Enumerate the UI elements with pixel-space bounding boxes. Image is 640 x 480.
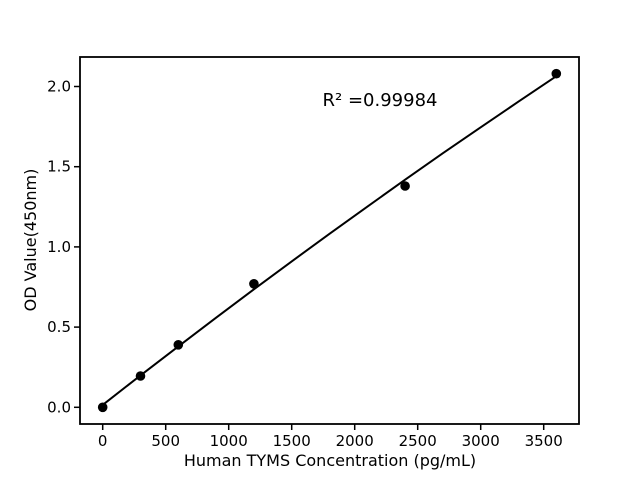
- x-tick-label: 3000: [462, 432, 500, 450]
- data-point: [173, 340, 184, 350]
- y-tick-label: 1.0: [47, 238, 71, 256]
- data-points: [97, 68, 562, 413]
- x-tick-label: 0: [98, 432, 108, 450]
- x-tick-label: 500: [151, 432, 180, 450]
- data-point: [249, 279, 259, 289]
- x-axis-tick-labels: 0 500 1000 1500 2000 2500 3000 3500: [98, 432, 563, 450]
- y-tick-label: 2.0: [47, 78, 71, 96]
- data-point: [97, 402, 108, 413]
- x-axis-label: Human TYMS Concentration (pg/mL): [184, 451, 476, 470]
- x-tick-label: 1000: [210, 432, 248, 450]
- y-axis-tick-labels: 0.0 0.5 1.0 1.5 2.0: [47, 78, 71, 417]
- data-point: [551, 68, 562, 79]
- plot-frame: [79, 56, 580, 425]
- r-squared-annotation: R² =0.99984: [323, 90, 438, 111]
- y-tick-label: 0.0: [47, 398, 71, 416]
- x-tick-label: 1500: [273, 432, 311, 450]
- y-tick-label: 0.5: [47, 318, 71, 336]
- x-tick-label: 2500: [399, 432, 437, 450]
- x-tick-label: 2000: [336, 432, 374, 450]
- fit-line: [101, 75, 558, 406]
- data-point: [135, 371, 146, 381]
- data-point: [400, 181, 410, 191]
- x-axis-ticks: [101, 424, 545, 430]
- y-tick-label: 1.5: [47, 158, 71, 176]
- x-tick-label: 3500: [525, 432, 563, 450]
- y-axis-label: OD Value(450nm): [21, 169, 40, 312]
- y-axis-ticks: [74, 85, 80, 409]
